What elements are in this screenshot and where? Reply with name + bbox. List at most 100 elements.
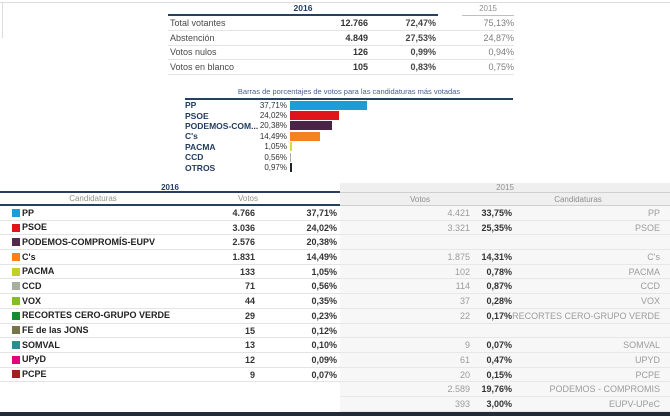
party-name-2015: PCPE [512,367,670,383]
results-row: PP 4.766 37,71% 4.421 33,75% PP [0,206,670,221]
party-pct-2016: 0,10% [255,338,340,353]
chart-row: PSOE 24,02% [185,110,513,121]
party-pct-2015: 0,17% [470,308,512,324]
summary-pct-2016: 27,53% [405,32,436,43]
party-votes-2016: 4.766 [186,206,255,221]
party-votes-2015: 61 [340,352,470,368]
party-name-label: CCD [22,280,42,291]
party-name-2015: CCD [512,279,670,295]
results-year-header: 2016 2015 [0,183,670,193]
party-pct-2016: 1,05% [255,264,340,280]
party-color-swatch [12,341,20,350]
party-pct-2016: 0,56% [255,279,340,295]
results-column-headers: Candidaturas Votos Votos Candidaturas [0,193,670,206]
party-pct-2016: 37,71% [255,206,340,221]
party-color-swatch [12,326,20,335]
results-year-2015: 2015 [340,183,670,193]
party-name-2015: PACMA [512,264,670,280]
summary-row: Votos en blanco 105 0,83% 0,75% [168,60,514,76]
party-name-2015 [512,323,670,339]
results-row: CCD 71 0,56% 114 0,87% CCD [0,279,670,295]
party-name-2015: RECORTES CERO-GRUPO VERDE [512,308,670,324]
party-name-label: PCPE [22,369,47,380]
party-color-swatch [12,208,20,217]
party-color-swatch [12,267,20,276]
results-row: SOMVAL 13 0,10% 9 0,07% SOMVAL [0,338,670,353]
chart-category-label: PODEMOS-COM... [185,120,259,131]
party-name-cell: C's [0,250,186,265]
votes-bar-chart: Barras de porcentajes de votos para las … [185,87,513,173]
party-name-2015 [512,235,670,251]
summary-row-label: Votos nulos [170,47,217,58]
party-votes-2016: 71 [186,279,255,295]
chart-category-label: CCD [185,152,204,163]
party-name-2015: UPYD [512,352,670,368]
party-color-swatch [12,223,20,232]
chart-bar [290,163,292,173]
summary-pct-2015: 0,94% [488,47,514,58]
party-votes-2015: 22 [340,308,470,324]
party-name-cell: VOX [0,294,186,309]
party-name-cell [0,396,186,412]
party-pct-2015: 0,15% [470,367,512,383]
party-name-cell: PSOE [0,220,186,236]
summary-pct-2015: 75,13% [483,17,514,28]
party-pct-2016 [255,396,340,412]
results-row: UPyD 12 0,09% 61 0,47% UPYD [0,352,670,368]
party-votes-2016: 9 [186,367,255,383]
summary-votes-2016: 12.766 [340,17,368,28]
party-pct-2015: 3,00% [470,396,512,412]
chart-value-label: 0,56% [264,152,287,162]
chart-value-label: 24,02% [259,111,287,121]
party-pct-2016: 0,12% [255,323,340,339]
party-votes-2015: 2.589 [340,382,470,397]
party-name-cell [0,382,186,397]
chart-category-label: PACMA [185,141,216,152]
party-pct-2015: 0,78% [470,264,512,280]
chart-row: C's 14,49% [185,131,513,141]
results-table-body: PP 4.766 37,71% 4.421 33,75% PP PSOE 3.036 24,02… [0,206,670,412]
party-votes-2015: 393 [340,396,470,412]
party-votes-2015: 3.321 [340,220,470,236]
party-pct-2015: 14,31% [470,250,512,265]
party-pct-2015 [470,323,512,339]
party-votes-2015: 1.875 [340,250,470,265]
party-name-2015: C's [512,250,670,265]
party-name-2015: PP [512,206,670,221]
chart-value-label: 37,71% [259,100,287,110]
chart-value-label: 1,05% [264,142,287,152]
party-name-label: SOMVAL [22,339,60,350]
summary-row-label: Abstención [170,32,215,43]
chart-bar [290,131,320,141]
summary-row-label: Votos en blanco [170,62,235,73]
party-pct-2015: 0,87% [470,279,512,295]
results-table-bottom-border [0,411,670,416]
party-votes-2015: 114 [340,279,470,295]
party-name-2015: SOMVAL [512,338,670,353]
chart-value-label: 20,38% [259,121,287,131]
party-votes-2016: 133 [186,264,255,280]
chart-category-label: PP [185,100,197,111]
party-votes-2016: 12 [186,352,255,368]
party-votes-2016: 29 [186,308,255,324]
party-votes-2016 [186,382,255,397]
summary-pct-2016: 0,99% [410,47,436,58]
summary-year-2015: 2015 [462,4,514,16]
party-name-cell: PACMA [0,264,186,280]
chart-bar [290,100,367,110]
chart-bar [290,152,292,162]
party-color-swatch [12,355,20,364]
summary-row-label: Total votantes [170,17,226,28]
party-color-swatch [12,238,20,247]
party-name-label: VOX [22,295,42,306]
party-votes-2016: 1.831 [186,250,255,265]
party-pct-2016: 0,35% [255,294,340,309]
chart-bar [290,111,340,121]
summary-pct-2016: 72,47% [405,17,436,28]
party-name-cell: CCD [0,279,186,295]
results-row: PACMA 133 1,05% 102 0,78% PACMA [0,264,670,280]
chart-row: PODEMOS-COM... 20,38% [185,121,513,131]
results-row: PSOE 3.036 24,02% 3.321 25,35% PSOE [0,220,670,236]
party-name-2015: PSOE [512,220,670,236]
